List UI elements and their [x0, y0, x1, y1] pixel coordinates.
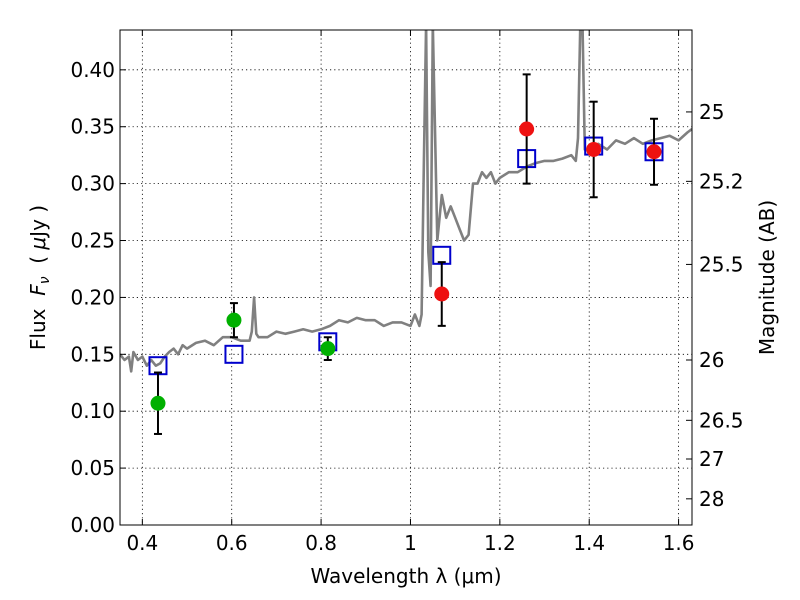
plot-frame: [119, 29, 693, 526]
detection-point: [519, 121, 535, 137]
y-axis-label-part: F: [26, 284, 50, 296]
y-tick-label: 0.10: [70, 399, 115, 423]
y-tick-label: 0.05: [70, 456, 115, 480]
spectrum-line: [120, 30, 692, 373]
y-tick-label: 0.30: [70, 172, 115, 196]
y-tick-label: 0.20: [70, 285, 115, 309]
y-axis-label: Flux Fν ( μJy ): [26, 205, 53, 350]
y-axis-label-part: Jy ): [26, 205, 50, 239]
detection-point: [320, 341, 336, 357]
x-axis-label: Wavelength λ (μm): [310, 564, 501, 588]
tick-layer: 0.4 0.6 0.8 1 1.2 1.4 1.6 0.00 0.05 0.10 0.15 0.20 0…: [70, 30, 744, 555]
right-tick-label: 27: [699, 447, 724, 471]
x-tick-label: 0.6: [216, 531, 248, 555]
right-tick-label: 25.5: [699, 252, 744, 276]
x-tick-label: 1.2: [484, 531, 516, 555]
y-tick-label: 0.00: [70, 513, 115, 537]
x-tick-label: 1: [404, 531, 417, 555]
y-tick-label: 0.40: [70, 58, 115, 82]
right-tick-label: 26.5: [699, 408, 744, 432]
detection-point: [586, 141, 602, 157]
x-tick-label: 0.8: [305, 531, 337, 555]
x-tick-label: 0.4: [126, 531, 158, 555]
detection-point: [646, 144, 662, 160]
y-tick-label: 0.35: [70, 115, 115, 139]
y-axis-label-part: (: [26, 250, 50, 277]
right-tick-label: 25: [699, 100, 724, 124]
detection-point: [434, 286, 450, 302]
data-layer: [120, 30, 692, 435]
y-tick-label: 0.15: [70, 342, 115, 366]
y-axis-label-part: ν: [37, 276, 53, 284]
detection-point: [150, 395, 166, 411]
x-tick-label: 1.6: [663, 531, 695, 555]
grid-layer: [120, 30, 692, 526]
x-tick-label: 1.4: [573, 531, 605, 555]
model-photometry-square: [224, 344, 244, 364]
right-tick-label: 28: [699, 487, 724, 511]
right-tick-label: 26: [699, 348, 724, 372]
detection-point: [226, 312, 242, 328]
right-axis-label: Magnitude (AB): [755, 200, 779, 355]
y-axis-label-part: μ: [26, 237, 50, 251]
right-tick-label: 25.2: [699, 169, 744, 193]
y-tick-label: 0.25: [70, 229, 115, 253]
y-axis-label-part: Flux: [26, 296, 50, 350]
